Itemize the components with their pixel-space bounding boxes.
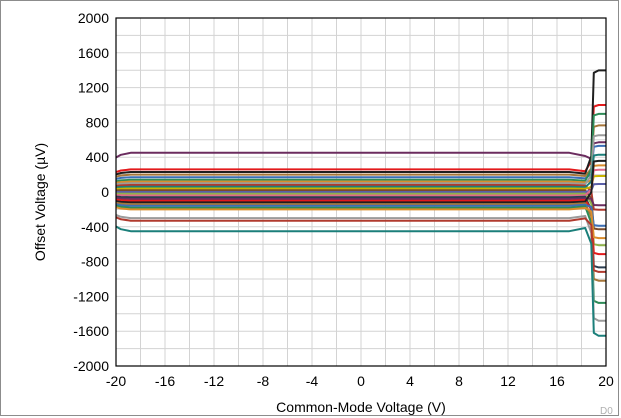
y-tick-label: -1600	[73, 323, 109, 339]
series-line	[115, 216, 606, 273]
series-line	[115, 206, 606, 240]
series-line	[115, 203, 606, 227]
plot-border	[115, 17, 607, 367]
series-line	[115, 201, 606, 282]
x-tick-label: 8	[455, 373, 463, 389]
x-tick-label: 4	[406, 373, 414, 389]
series-line	[115, 175, 606, 190]
y-tick-label: 1200	[78, 80, 109, 96]
series-line	[115, 168, 606, 197]
x-tick-label: -4	[306, 373, 319, 389]
x-tick-labels: -20 -16 -12 -8 -4 0 4 8 12 16 20	[106, 373, 614, 389]
series-line	[115, 214, 606, 322]
series-line	[115, 225, 606, 337]
series-line	[115, 69, 606, 176]
series-line	[115, 184, 606, 211]
y-tick-label: 2000	[78, 10, 109, 26]
y-tick-label: -2000	[73, 358, 109, 374]
x-tick-label: -20	[106, 373, 126, 389]
x-tick-label: 0	[357, 373, 365, 389]
series-line	[115, 159, 606, 204]
series-group	[115, 69, 606, 337]
series-line	[115, 189, 606, 231]
series-line	[115, 144, 606, 180]
x-tick-label: -12	[204, 373, 224, 389]
series-line	[115, 197, 606, 207]
y-tick-labels: 2000 1600 1200 800 400 0 -400 -800 -1200 -1600 -20…	[73, 10, 109, 374]
x-tick-label: -16	[155, 373, 175, 389]
series-line	[115, 195, 606, 269]
x-tick-label: 16	[549, 373, 565, 389]
x-axis-title: Common-Mode Voltage (V)	[276, 399, 446, 415]
x-tick-label: 12	[500, 373, 516, 389]
y-tick-label: -400	[81, 219, 109, 235]
series-line	[115, 134, 606, 186]
y-tick-label: 400	[86, 149, 110, 165]
series-line	[115, 124, 606, 178]
y-tick-label: 800	[86, 114, 110, 130]
x-tick-label: -8	[257, 373, 270, 389]
series-line	[115, 204, 606, 304]
series-line	[115, 192, 606, 247]
y-tick-label: 1600	[78, 45, 109, 61]
y-tick-label: 0	[101, 184, 109, 200]
series-line	[116, 183, 606, 193]
figure-code: D0	[600, 406, 613, 417]
y-tick-label: -800	[81, 254, 109, 270]
y-axis-title: Offset Voltage (µV)	[32, 143, 48, 261]
series-line	[115, 153, 606, 189]
series-line	[115, 141, 606, 160]
series-line	[115, 112, 606, 183]
x-tick-label: 20	[598, 373, 614, 389]
y-tick-label: -1200	[73, 288, 109, 304]
